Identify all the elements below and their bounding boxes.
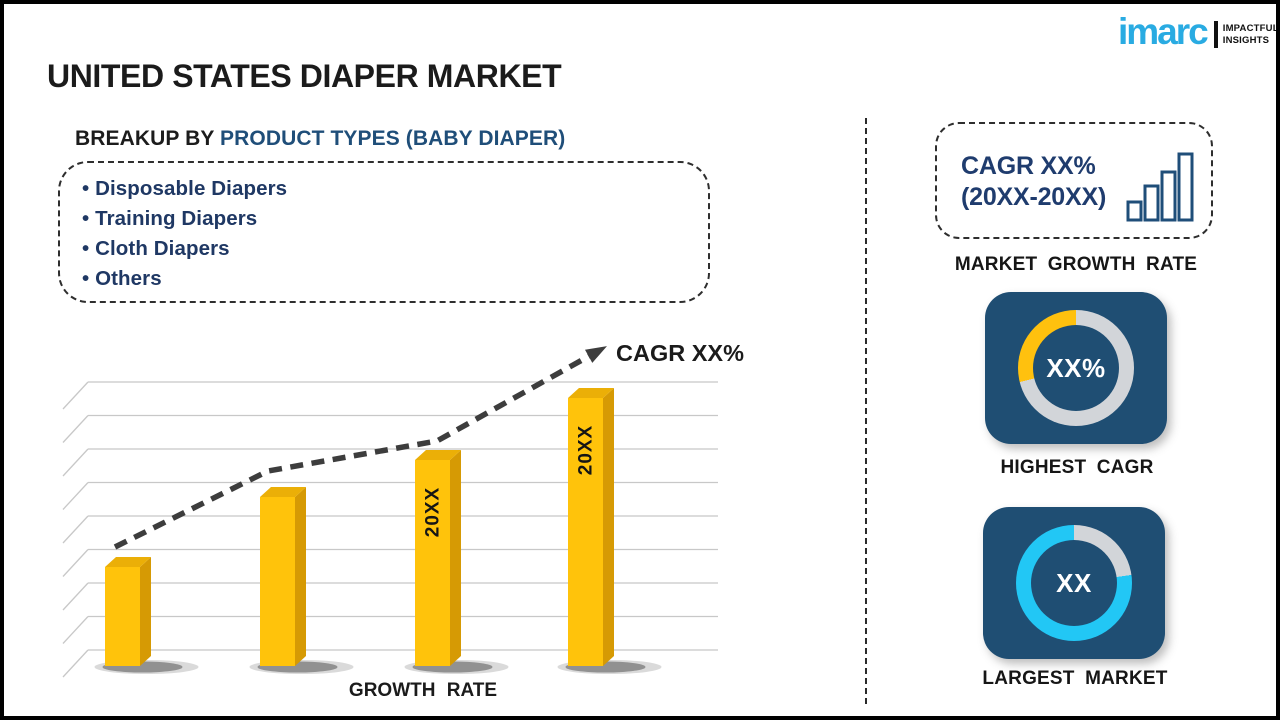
largest-market-donut: XX [1016, 525, 1132, 641]
bar-year-label: 20XX [423, 487, 444, 537]
highest-cagr-donut-value: XX% [1033, 325, 1119, 411]
x-axis-title: GROWTH RATE [348, 680, 498, 701]
gridline-tick [62, 482, 89, 510]
growth-rate-bar-chart: 20XX 20XX [62, 346, 718, 678]
breakup-item-cloth: Cloth Diapers [82, 234, 708, 264]
bar-top-face [415, 450, 461, 460]
logo-tagline-line2: INSIGHTS [1222, 34, 1270, 46]
bar-year-label: 20XX [576, 425, 597, 475]
gridline-tick [62, 381, 89, 410]
bar-side-face [295, 487, 306, 666]
gridline-tick [62, 515, 89, 544]
cagr-period: (20XX-20XX) [961, 183, 1107, 211]
section-divider [865, 118, 867, 704]
imarc-logo: imarc IMPACTFUL INSIGHTS [1118, 13, 1279, 50]
subtitle-prefix: BREAKUP BY [75, 127, 221, 150]
logo-tagline-line1: IMPACTFUL [1222, 23, 1279, 35]
logo-divider [1213, 21, 1218, 48]
market-growth-rate-label: MARKET GROWTH RATE [954, 254, 1198, 275]
cagr-value: CAGR XX% [961, 152, 1096, 180]
bar [415, 460, 450, 666]
breakup-item-training: Training Diapers [82, 204, 708, 234]
bar-top-face [568, 388, 614, 398]
gridline-tick [62, 616, 89, 644]
subtitle-highlight: PRODUCT TYPES (BABY DIAPER) [220, 127, 566, 150]
bar-side-face [140, 557, 151, 666]
cagr-trend-label: CAGR XX% [616, 340, 744, 366]
growth-bars-icon [1126, 152, 1194, 222]
cagr-card: CAGR XX% (20XX-20XX) [935, 122, 1213, 239]
logo-tagline: IMPACTFUL INSIGHTS [1223, 23, 1279, 45]
gridline-tick [62, 649, 89, 678]
gridline-tick [62, 582, 89, 611]
bar-side-face [450, 450, 461, 666]
breakup-box: Disposable Diapers Training Diapers Clot… [58, 161, 710, 303]
highest-cagr-label: HIGHEST CAGR [1000, 457, 1154, 478]
breakup-item-disposable: Disposable Diapers [82, 174, 708, 204]
gridline-tick [62, 549, 89, 577]
bar [568, 398, 603, 666]
cagr-trend-line [113, 352, 593, 550]
largest-market-label: LARGEST MARKET [982, 668, 1168, 689]
imarc-wordmark: imarc [1118, 11, 1209, 52]
largest-market-donut-value: XX [1031, 540, 1117, 626]
bar [260, 497, 295, 666]
breakup-list: Disposable Diapers Training Diapers Clot… [60, 174, 708, 294]
bar [105, 567, 140, 666]
page-title: UNITED STATES DIAPER MARKET [47, 58, 562, 94]
trend-arrowhead [584, 346, 607, 363]
gridline-tick [62, 448, 89, 477]
largest-market-tile: XX [983, 507, 1165, 659]
bar-top-face [105, 557, 151, 567]
section-subtitle: BREAKUP BY PRODUCT TYPES (BABY DIAPER) [75, 127, 565, 151]
bar-top-face [260, 487, 306, 497]
bar-side-face [603, 388, 614, 666]
highest-cagr-tile: XX% [985, 292, 1167, 444]
highest-cagr-donut: XX% [1018, 310, 1134, 426]
gridline-tick [62, 415, 89, 443]
breakup-item-others: Others [82, 264, 708, 294]
cagr-card-text: CAGR XX% (20XX-20XX) [961, 151, 1106, 213]
